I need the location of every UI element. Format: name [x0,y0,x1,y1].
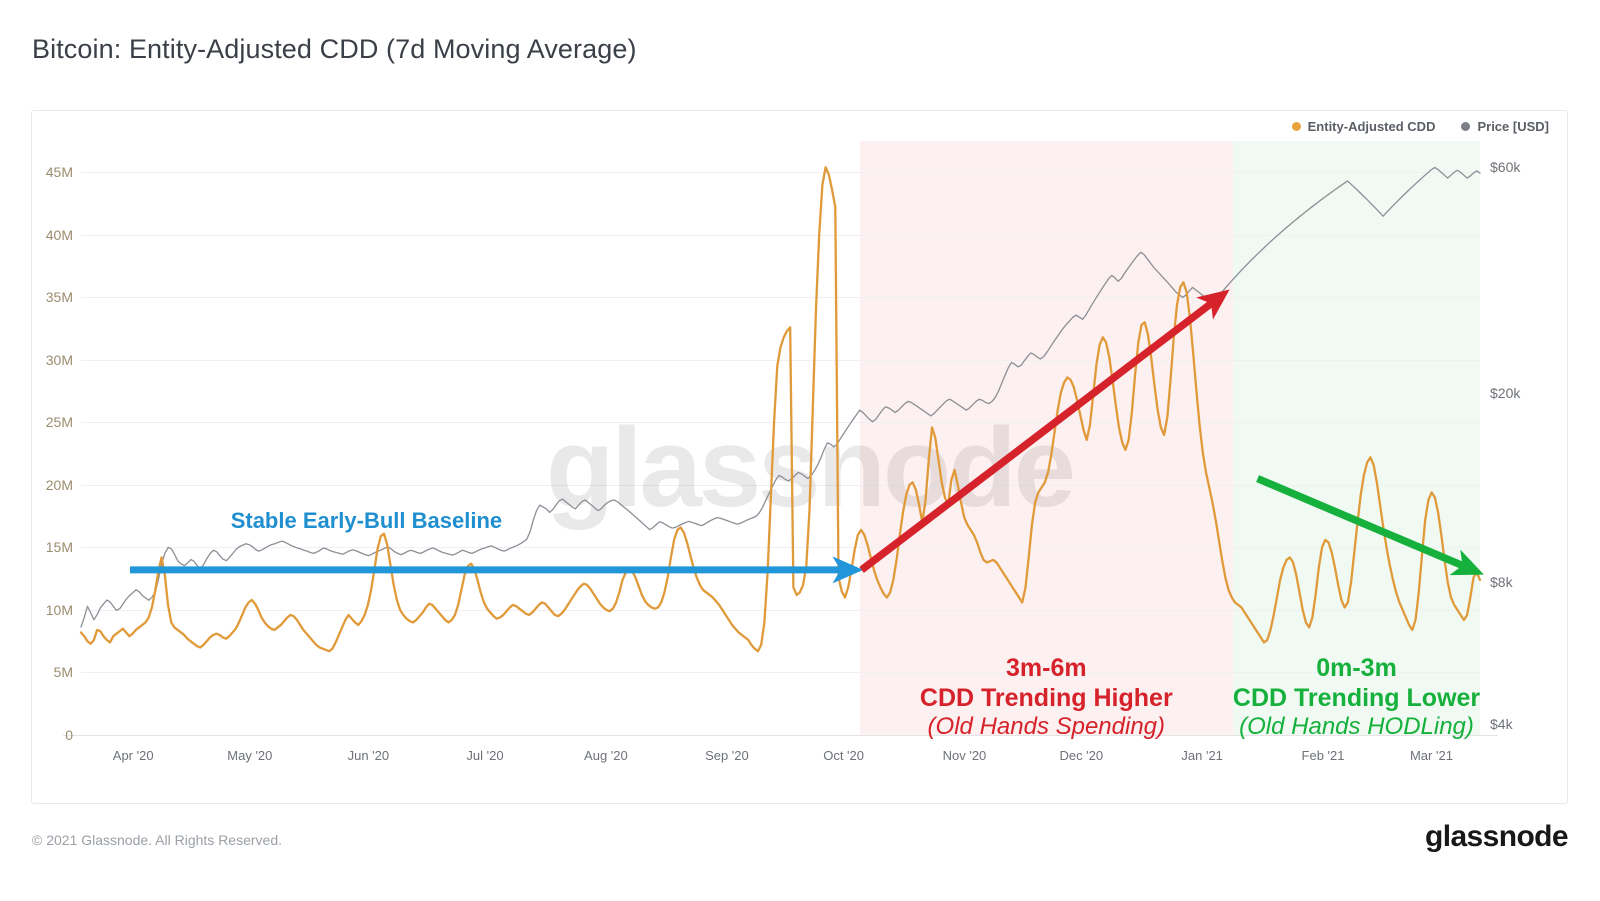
x-axis-tick: Sep '20 [705,748,749,763]
gridline [81,234,1480,236]
falling-arrow [1256,475,1484,576]
gridline [81,484,1480,486]
plot-area: glassnode [46,141,1520,763]
x-axis-tick: Feb '21 [1301,748,1345,763]
series-layer [81,141,1480,735]
y-axis-left-tick: 10M [45,601,73,618]
y-axis-right-tick: $4k [1490,716,1513,733]
chart-legend: Entity-Adjusted CDD Price [USD] [1291,119,1549,134]
shaded-region-green [1233,141,1480,735]
x-axis-tick: Jun '20 [347,748,390,763]
annotation-arrows-layer [130,289,1484,584]
gridline [81,672,1480,674]
x-axis-tick: Dec '20 [1059,748,1104,763]
green-zone-annotation: 0m-3m CDD Trending Lower (Old Hands HODL… [1233,654,1480,741]
red-zone-line3: (Old Hands Spending) [927,713,1166,741]
gridline [81,359,1480,361]
legend-item-cdd[interactable]: Entity-Adjusted CDD [1291,119,1436,134]
red-zone-annotation: 3m-6m CDD Trending Higher (Old Hands Spe… [920,654,1173,741]
x-axis-tick: Jan '21 [1181,748,1223,763]
y-axis-left-tick: 15M [45,539,73,556]
page-title: Bitcoin: Entity-Adjusted CDD (7d Moving … [32,34,637,64]
red-zone-line2: CDD Trending Higher [919,683,1173,712]
x-axis-tick: Nov '20 [942,748,987,763]
legend-item-price[interactable]: Price [USD] [1461,119,1549,134]
y-axis-left-tick: 0 [65,727,73,743]
chart-card: Entity-Adjusted CDD Price [USD] glassnod… [31,110,1568,804]
gridline [81,172,1480,174]
y-axis-left-tick: 5M [53,664,73,681]
legend-label-price: Price [USD] [1477,119,1549,134]
gridline [81,547,1480,549]
gridline [81,422,1480,424]
x-axis-tick: Jul '20 [466,748,504,763]
y-axis-left-tick: 40M [45,226,73,243]
green-zone-line2: CDD Trending Lower [1232,683,1481,712]
y-axis-left-tick: 25M [45,414,73,431]
x-axis-tick: Mar '21 [1409,748,1453,763]
shaded-region-red [859,141,1234,735]
y-axis-right-tick: $60k [1490,158,1521,175]
legend-dot-icon [1461,122,1471,131]
green-zone-line1: 0m-3m [1316,654,1397,683]
x-axis-tick: May '20 [227,748,273,763]
y-axis-left-tick: 35M [45,289,73,306]
rising-arrow [859,289,1230,573]
y-axis-left-tick: 30M [45,351,73,368]
x-axis-tick: Aug '20 [584,748,628,763]
legend-label-cdd: Entity-Adjusted CDD [1307,119,1436,134]
legend-dot-icon [1291,122,1301,131]
red-zone-line1: 3m-6m [1005,654,1087,683]
y-axis-left-tick: 20M [45,476,73,493]
price-line [81,167,1480,627]
footer-copyright: © 2021 Glassnode. All Rights Reserved. [32,832,283,848]
x-axis-tick: Apr '20 [112,748,154,763]
gridline [81,297,1480,299]
cdd-line [81,167,1480,651]
gridline [81,609,1480,611]
y-axis-left-tick: 45M [45,164,73,181]
x-axis-line [63,735,1498,736]
footer-logo: glassnode [1425,820,1569,853]
green-zone-line3: (Old Hands HODLing) [1239,713,1474,741]
y-axis-right-tick: $20k [1490,385,1521,401]
x-axis-tick: Oct '20 [823,748,864,763]
baseline-annotation-label: Stable Early-Bull Baseline [230,507,503,533]
y-axis-right-tick: $8k [1490,573,1513,590]
